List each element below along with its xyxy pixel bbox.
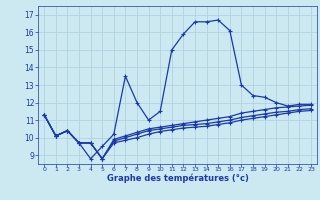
X-axis label: Graphe des températures (°c): Graphe des températures (°c): [107, 174, 249, 183]
